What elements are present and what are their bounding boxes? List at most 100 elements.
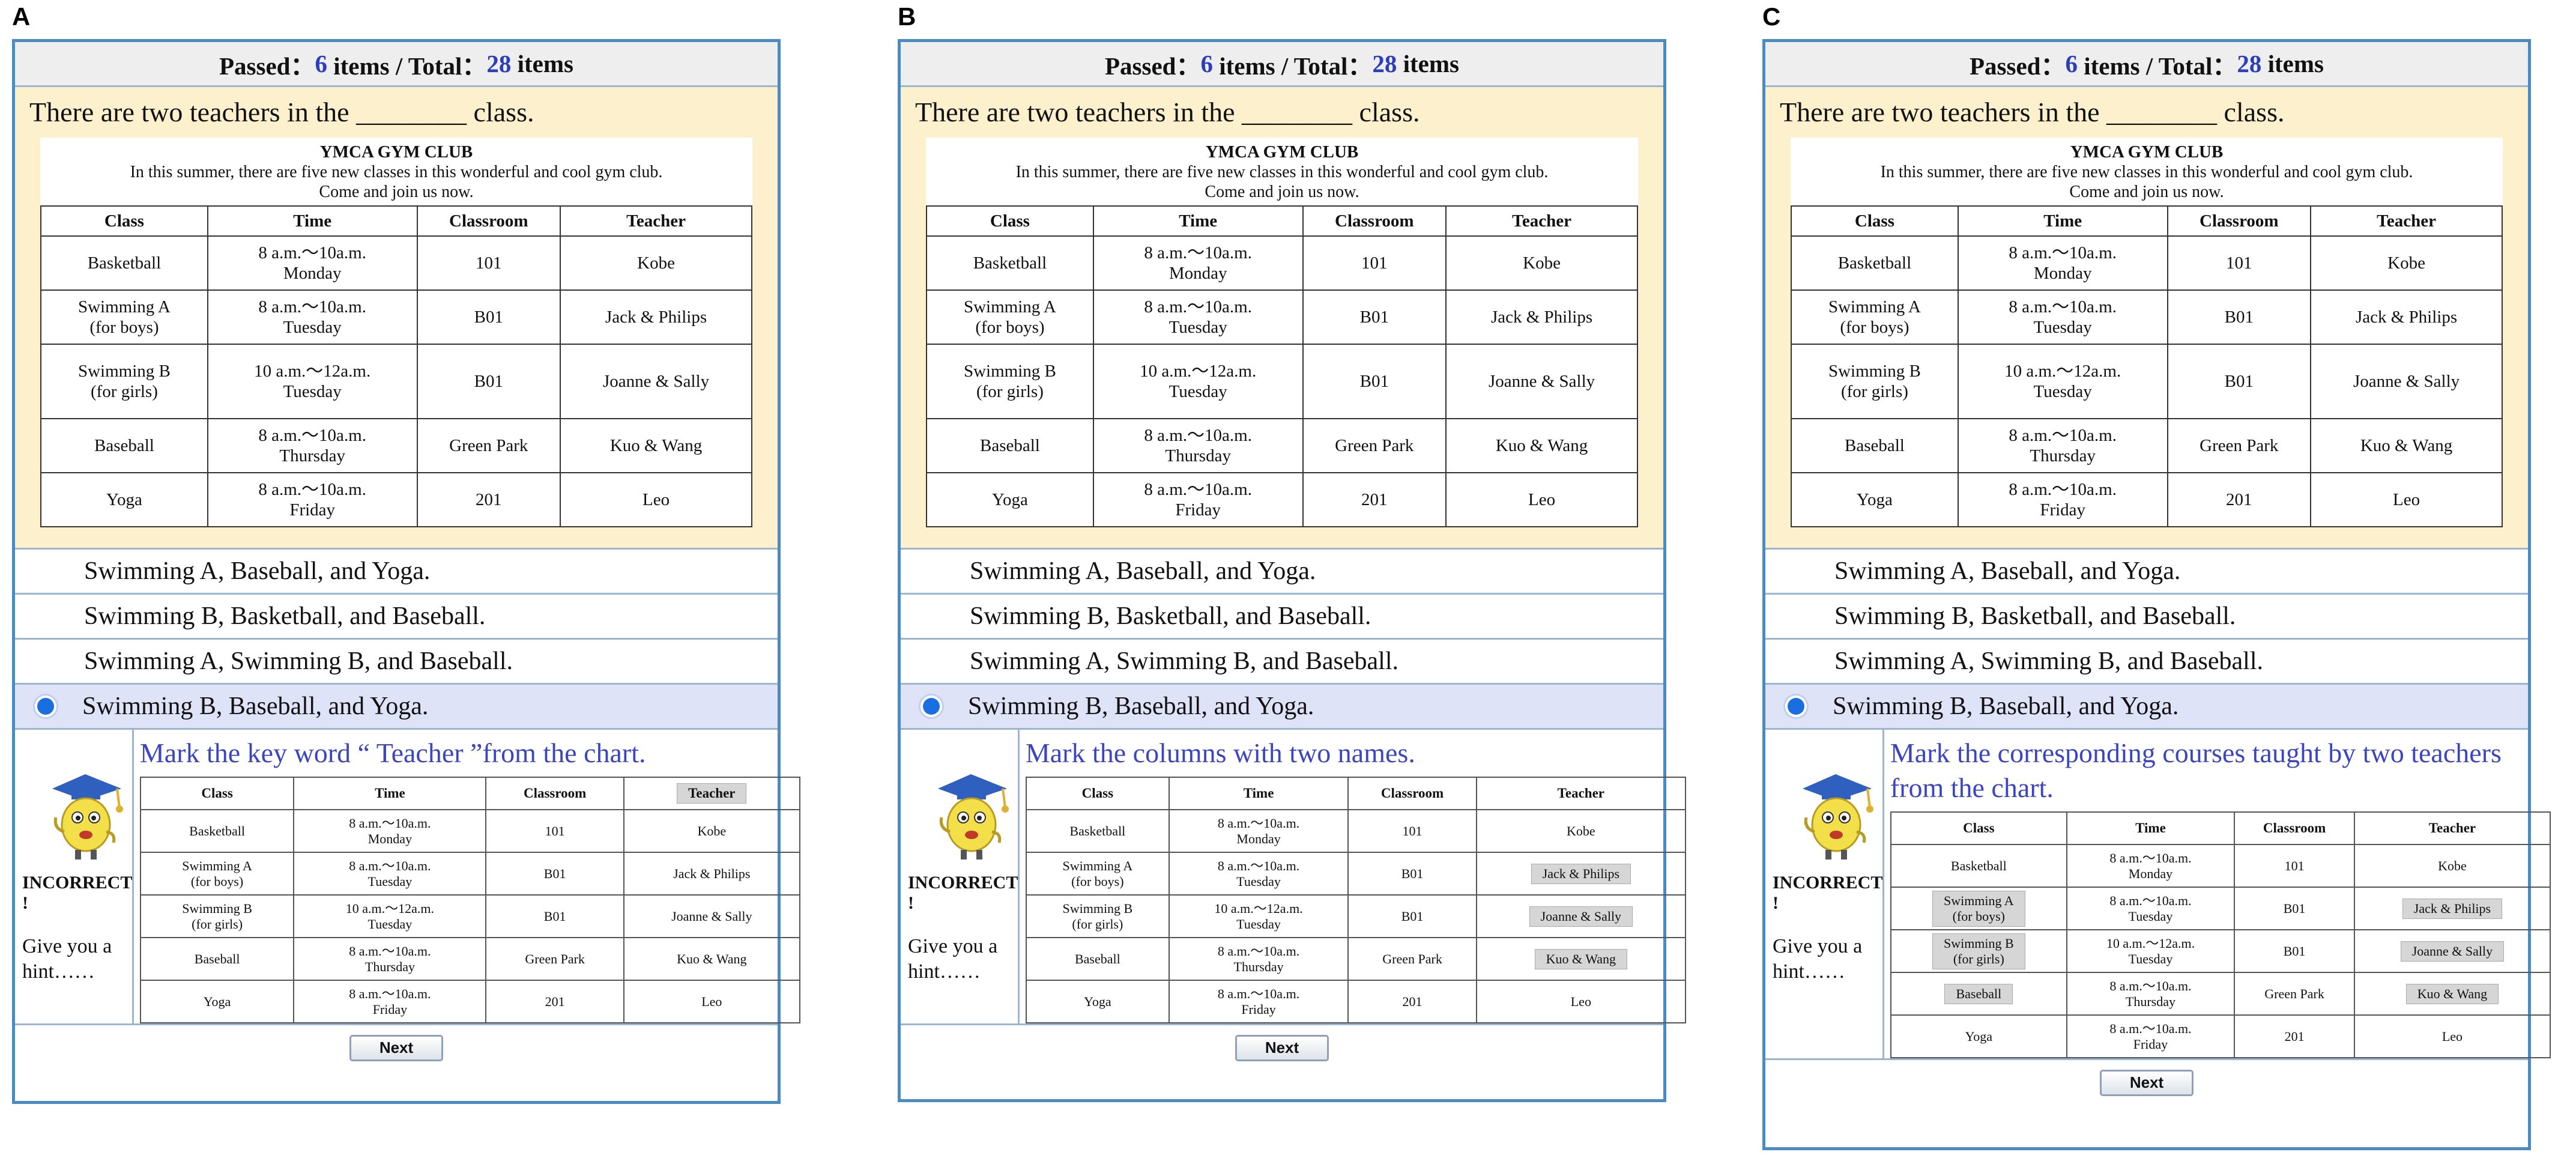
question-area: There are two teachers in the ________ c… [901, 87, 1663, 550]
hint-content: Mark the corresponding courses taught by… [1884, 730, 2551, 1058]
status-text: items / Total： [327, 52, 487, 80]
cell-text: (for boys) [89, 318, 159, 337]
cell-text: 8 a.m.～10a.m. [258, 426, 366, 445]
cell-text: Baseball [980, 436, 1040, 455]
cell-content: 8 a.m.～10a.m. Thursday [2109, 978, 2191, 1009]
passed-count: 6 [1200, 50, 1213, 77]
cell-text: (for boys) [190, 873, 244, 889]
cell-content: Leo [701, 994, 722, 1009]
table-cell: 10 a.m.～12a.m. Tuesday [1957, 344, 2168, 419]
total-count: 28 [486, 50, 512, 77]
table-row: Basketball 8 a.m.～10a.m. Monday 101 Kobe [1025, 809, 1686, 853]
cell-content: 8 a.m.～10a.m. Monday [1218, 816, 1299, 846]
column-header: Class [1791, 205, 1959, 237]
table-cell: Swimming A (for boys) [139, 852, 295, 896]
cell-text: Kuo & Wang [609, 436, 703, 455]
cell-text: Swimming A [1062, 858, 1133, 873]
answer-option[interactable]: Swimming A, Swimming B, and Baseball. [15, 640, 778, 685]
column-header: Class [139, 777, 295, 810]
cell-text: Leo [2441, 1028, 2463, 1044]
cell-text: 8 a.m.～10a.m. [1217, 858, 1300, 873]
total-count: 28 [2237, 50, 2262, 77]
cell-text: (for girls) [90, 382, 158, 401]
cell-text: (for boys) [975, 318, 1045, 337]
radio-selected-icon[interactable] [919, 694, 944, 719]
cell-text: Friday [1241, 1001, 1276, 1017]
table-cell: Yoga [40, 472, 208, 527]
column-header: Time [293, 777, 487, 810]
table-row: Swimming B (for girls) 10 a.m.～12a.m. Tuesd… [139, 894, 800, 938]
next-button[interactable]: Next [2100, 1069, 2194, 1096]
hint-section: INCORRECT ! Give you a hint…… Mark the key … [15, 730, 800, 1025]
answer-option[interactable]: Swimming B, Basketball, and Baseball. [901, 595, 1663, 640]
cell-content: 8 a.m.～10a.m. Friday [2109, 1021, 2191, 1052]
column-header: Classroom [416, 205, 561, 237]
table-cell: 8 a.m.～10a.m. Thursday [293, 937, 487, 981]
cell-text: Yoga [1856, 490, 1893, 509]
next-button[interactable]: Next [349, 1034, 443, 1061]
cell-text: 8 a.m.～10a.m. [2109, 850, 2192, 865]
table-cell: 101 [1347, 809, 1477, 853]
table-cell: Swimming B (for girls) [40, 344, 208, 419]
cell-text: 8 a.m.～10a.m. [2009, 297, 2117, 317]
cell-text: 8 a.m.～10a.m. [2109, 978, 2192, 993]
answer-option[interactable]: Swimming B, Baseball, and Yoga. [15, 685, 778, 730]
cell-text: Leo [701, 993, 722, 1009]
table-cell: 10 a.m.～12a.m. Tuesday [293, 894, 487, 938]
cell-text: Kuo & Wang [677, 951, 747, 966]
table-cell: Basketball [1890, 844, 2067, 888]
cell-text: Monday [283, 264, 342, 283]
option-label: Swimming B, Baseball, and Yoga. [968, 693, 1314, 720]
table-cell: B01 [485, 852, 624, 896]
table-cell: Leo [623, 980, 800, 1023]
table-cell: 8 a.m.～10a.m. Monday [2066, 844, 2236, 888]
answer-option[interactable]: Swimming B, Baseball, and Yoga. [1765, 685, 2528, 730]
cell-text: B01 [543, 908, 566, 924]
hint-section: INCORRECT ! Give you a hint…… Mark the colu… [901, 730, 1686, 1025]
cell-text: 8 a.m.～10a.m. [1144, 480, 1252, 499]
cell-content: Green Park [525, 951, 585, 966]
table-row: Swimming B (for girls) 10 a.m.～12a.m. Tuesd… [926, 344, 1638, 419]
option-label: Swimming A, Swimming B, and Baseball. [1834, 647, 2264, 675]
table-cell: Yoga [1791, 472, 1959, 527]
flyer-intro: In this summer, there are five new class… [1791, 162, 2503, 205]
table-row: Yoga 8 a.m.～10a.m. Friday 201 Leo [1025, 980, 1686, 1023]
table-cell: 101 [485, 809, 624, 853]
cell-text: Baseball [194, 951, 240, 966]
table-row: Swimming A (for boys) 8 a.m.～10a.m. Tuesday… [1025, 852, 1686, 896]
footer-bar: Next [901, 1025, 1663, 1070]
cell-content: Green Park [1382, 951, 1442, 966]
cell-content: 8 a.m.～10a.m. Monday [2109, 850, 2191, 881]
cell-text: Green Park [2264, 986, 2324, 1001]
cell-content: 8 a.m.～10a.m. Friday [349, 986, 431, 1017]
answer-option[interactable]: Swimming A, Swimming B, and Baseball. [901, 640, 1663, 685]
cell-text: Monday [1236, 831, 1281, 846]
answer-option[interactable]: Swimming B, Basketball, and Baseball. [1765, 595, 2528, 640]
cell-text: 10 a.m.～12a.m. [1214, 900, 1303, 916]
answer-option[interactable]: Swimming B, Baseball, and Yoga. [901, 685, 1663, 730]
answer-option[interactable]: Swimming B, Basketball, and Baseball. [15, 595, 778, 640]
cell-text: B01 [1359, 372, 1389, 391]
radio-selected-icon[interactable] [1783, 694, 1809, 719]
hint-line: Give you a [1773, 935, 1863, 957]
table-cell: 8 a.m.～10a.m. Friday [207, 472, 418, 527]
table-cell: 201 [485, 980, 624, 1023]
cell-text: B01 [1401, 865, 1424, 881]
answer-option[interactable]: Swimming A, Baseball, and Yoga. [1765, 550, 2528, 595]
cell-text: Tuesday [1236, 873, 1281, 889]
cell-text: Swimming B [1943, 935, 2014, 951]
cell-text: Friday [2040, 500, 2086, 520]
table-cell: Kuo & Wang [2354, 972, 2551, 1016]
answer-option[interactable]: Swimming A, Baseball, and Yoga. [901, 550, 1663, 595]
radio-selected-icon[interactable] [33, 694, 58, 719]
answer-option[interactable]: Swimming A, Swimming B, and Baseball. [1765, 640, 2528, 685]
table-cell: Baseball [1890, 972, 2067, 1016]
table-cell: 201 [1347, 980, 1477, 1023]
cell-text: Baseball [1074, 951, 1120, 966]
next-button[interactable]: Next [1235, 1034, 1329, 1061]
cell-content: B01 [2284, 901, 2306, 916]
table-cell: 201 [2234, 1014, 2356, 1058]
column-header: Class [1890, 811, 2067, 845]
table-cell: 8 a.m.～10a.m. Thursday [2066, 972, 2236, 1016]
answer-option[interactable]: Swimming A, Baseball, and Yoga. [15, 550, 778, 595]
